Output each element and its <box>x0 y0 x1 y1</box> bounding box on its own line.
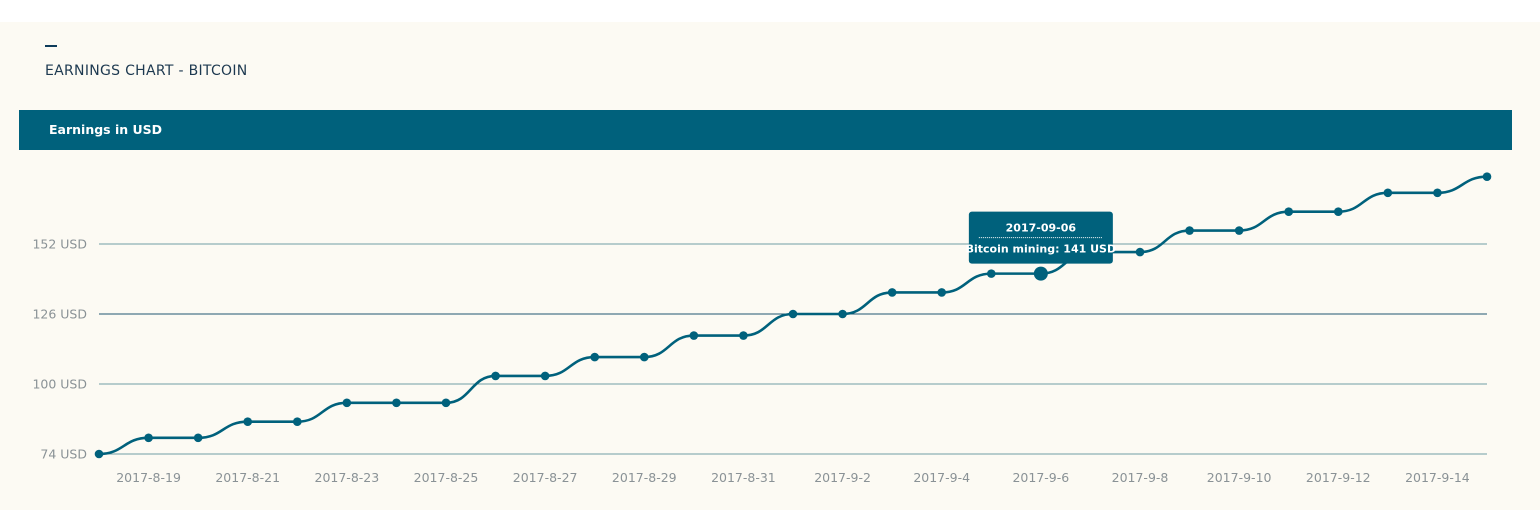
data-point[interactable] <box>540 371 550 381</box>
data-point[interactable] <box>292 417 302 426</box>
data-point[interactable] <box>342 398 352 408</box>
title-accent-dash <box>45 45 57 47</box>
x-tick-label: 2017-9-12 <box>1306 470 1371 485</box>
x-tick-label: 2017-8-21 <box>215 470 280 485</box>
tooltip-date: 2017-09-06 <box>1006 222 1077 235</box>
data-point[interactable] <box>1433 188 1442 198</box>
legend-band: Earnings in USD <box>19 110 1512 150</box>
data-point[interactable] <box>838 309 847 319</box>
data-point[interactable] <box>887 288 897 297</box>
data-point[interactable] <box>94 449 104 459</box>
data-point[interactable] <box>1135 247 1145 257</box>
chart-title: EARNINGS CHART - BITCOIN <box>45 63 248 79</box>
data-point[interactable] <box>739 331 748 340</box>
y-tick-label: 100 USD <box>32 377 87 392</box>
x-tick-label: 2017-8-19 <box>116 470 181 485</box>
x-tick-label: 2017-9-8 <box>1112 470 1169 485</box>
x-tick-label: 2017-9-4 <box>913 470 970 485</box>
x-tick-label: 2017-8-27 <box>513 470 578 485</box>
tooltip-value: Bitcoin mining: 141 USD <box>966 243 1116 256</box>
data-point[interactable] <box>1333 207 1343 216</box>
data-point[interactable] <box>590 352 600 362</box>
data-point[interactable] <box>144 433 153 443</box>
data-point[interactable] <box>1383 188 1393 198</box>
y-tick-label: 126 USD <box>32 307 87 322</box>
chart-panel: EARNINGS CHART - BITCOIN Earnings in USD <box>0 22 1540 510</box>
x-tick-label: 2017-9-6 <box>1012 470 1069 485</box>
data-point[interactable] <box>986 269 996 278</box>
data-point[interactable] <box>441 398 451 408</box>
data-point[interactable] <box>1284 207 1294 216</box>
data-point[interactable] <box>639 352 649 362</box>
data-point[interactable] <box>1185 226 1194 235</box>
x-tick-label: 2017-8-29 <box>612 470 677 485</box>
legend-label[interactable]: Earnings in USD <box>49 122 163 137</box>
x-tick-label: 2017-8-23 <box>315 470 380 485</box>
data-point[interactable] <box>689 331 699 340</box>
data-point[interactable] <box>788 309 798 319</box>
y-tick-label: 152 USD <box>32 237 87 252</box>
y-tick-label: 74 USD <box>40 447 87 462</box>
data-point[interactable] <box>937 288 947 297</box>
data-point[interactable] <box>392 398 401 408</box>
data-point[interactable] <box>1482 172 1492 181</box>
data-point[interactable] <box>491 371 500 381</box>
x-tick-label: 2017-8-25 <box>414 470 479 485</box>
data-point[interactable] <box>193 433 203 443</box>
x-tick-label: 2017-9-14 <box>1405 470 1470 485</box>
x-tick-label: 2017-8-31 <box>711 470 776 485</box>
data-point[interactable] <box>1234 226 1244 235</box>
data-point[interactable] <box>1033 266 1048 281</box>
x-tick-label: 2017-9-2 <box>814 470 871 485</box>
x-tick-label: 2017-9-10 <box>1207 470 1272 485</box>
data-point[interactable] <box>243 417 253 426</box>
tooltip: 2017-09-06 Bitcoin mining: 141 USD <box>966 211 1116 264</box>
